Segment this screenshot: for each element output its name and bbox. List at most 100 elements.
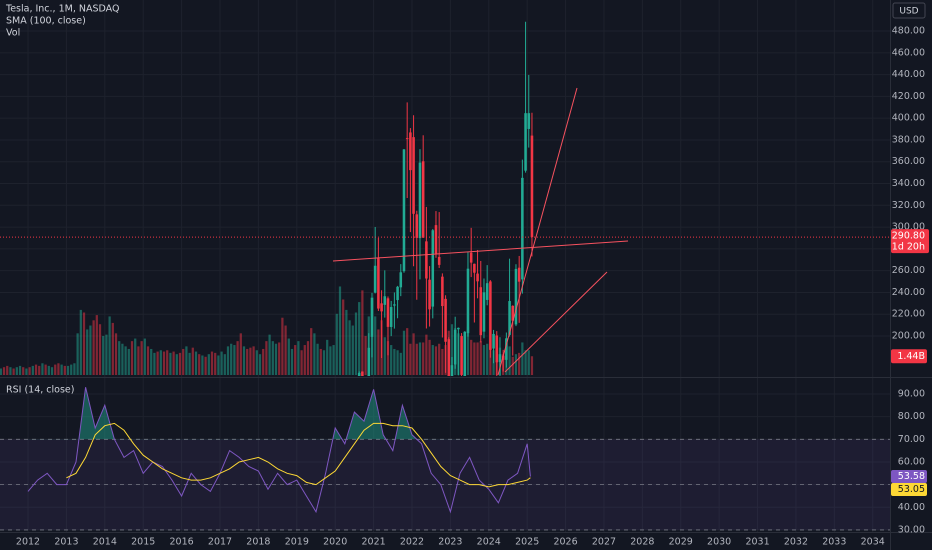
volume-bar (393, 348, 396, 375)
volume-bar (329, 346, 332, 375)
volume-bar (153, 352, 156, 375)
x-tick-label: 2016 (170, 537, 194, 548)
candle-body (434, 225, 438, 254)
indicator-legend: Vol (6, 28, 20, 39)
candle-body (361, 371, 364, 376)
volume-bar (319, 348, 322, 375)
volume-bar (249, 347, 252, 375)
volume-bar (191, 347, 194, 375)
candle-body (485, 283, 489, 300)
volume-bar (265, 341, 268, 375)
volume-bar (290, 348, 294, 375)
y-tick-label: 200.00 (892, 331, 925, 342)
x-tick-label: 2019 (285, 537, 309, 548)
candle-body (367, 347, 371, 376)
candle-body (441, 276, 444, 307)
volume-bar (22, 367, 25, 375)
volume-bar (470, 339, 473, 375)
volume-bar (207, 354, 210, 375)
candle-body (383, 296, 387, 305)
candle-body (409, 132, 412, 171)
volume-bar (527, 350, 530, 375)
volume-bar (50, 367, 54, 375)
volume-bar (159, 350, 162, 375)
volume-bar (345, 309, 348, 375)
candle-body (460, 336, 463, 375)
volume-bar (95, 315, 98, 375)
candle-body (450, 365, 454, 376)
x-tick-label: 2034 (861, 537, 885, 548)
volume-bar (482, 345, 486, 375)
volume-bar (198, 354, 201, 375)
y-tick-label: 40.00 (898, 502, 925, 513)
volume-bar (530, 356, 534, 375)
volume-bar (143, 338, 146, 375)
y-tick-label: 220.00 (892, 309, 925, 320)
candle-body (473, 263, 476, 273)
volume-bar (281, 317, 284, 375)
volume-bar (518, 352, 521, 375)
volume-bar (162, 351, 166, 375)
volume-bar (182, 348, 185, 375)
volume-pane (0, 286, 534, 375)
volume-bar (54, 364, 57, 375)
volume-bar (306, 341, 310, 375)
volume-bar (57, 363, 60, 375)
volume-bar (60, 364, 63, 375)
volume-bar (511, 356, 514, 375)
volume-bar (246, 348, 249, 375)
x-tick-label: 2025 (515, 537, 539, 548)
countdown: 1d 20h (892, 242, 925, 253)
volume-bar (156, 351, 159, 375)
y-tick-label: 460.00 (892, 47, 925, 58)
volume-bar (236, 341, 239, 375)
volume-bar (268, 334, 271, 375)
volume-bar (297, 341, 300, 375)
volume-bar (82, 312, 86, 375)
volume-bar (326, 339, 329, 375)
currency[interactable]: USD (899, 7, 918, 17)
volume-bar (230, 343, 233, 375)
volume-bar (284, 325, 287, 375)
volume-bar (15, 367, 18, 375)
volume-bar (412, 333, 415, 375)
volume-bar (377, 329, 380, 375)
volume-bar (226, 346, 230, 375)
volume-bar (441, 348, 444, 375)
candle-body (357, 372, 361, 376)
candle-body (377, 258, 380, 309)
y-tick-label: 400.00 (892, 113, 925, 124)
x-tick-label: 2032 (784, 537, 808, 548)
volume-bar (175, 354, 178, 375)
volume-bar (383, 337, 386, 375)
x-tick-label: 2024 (477, 537, 501, 548)
candle-body (421, 161, 425, 238)
y-tick-label: 480.00 (892, 26, 925, 37)
volume-bar (223, 354, 226, 375)
x-tick-label: 2020 (323, 537, 347, 548)
candle-body (479, 287, 483, 336)
volume-bar (402, 330, 406, 375)
candle-body (511, 305, 515, 321)
candle-body (489, 281, 492, 350)
volume-bar (124, 346, 127, 375)
candle-body (517, 267, 521, 282)
volume-bar (47, 365, 50, 375)
volume-bar (201, 355, 204, 375)
volume-bar (418, 342, 422, 375)
rsi-value-box (891, 483, 927, 497)
volume-bar (262, 348, 265, 375)
volume-bar (178, 352, 182, 375)
volume-bar (258, 354, 262, 375)
volume-bar (476, 342, 479, 375)
y-tick-label: 70.00 (898, 434, 925, 445)
volume-bar (137, 346, 140, 375)
currency-box[interactable] (892, 2, 926, 19)
candle-body (482, 292, 486, 332)
candle-body (505, 338, 508, 360)
drawings (332, 87, 629, 376)
volume-bar (252, 346, 255, 375)
y-tick-label: 380.00 (892, 134, 925, 145)
volume-bar (322, 350, 326, 375)
